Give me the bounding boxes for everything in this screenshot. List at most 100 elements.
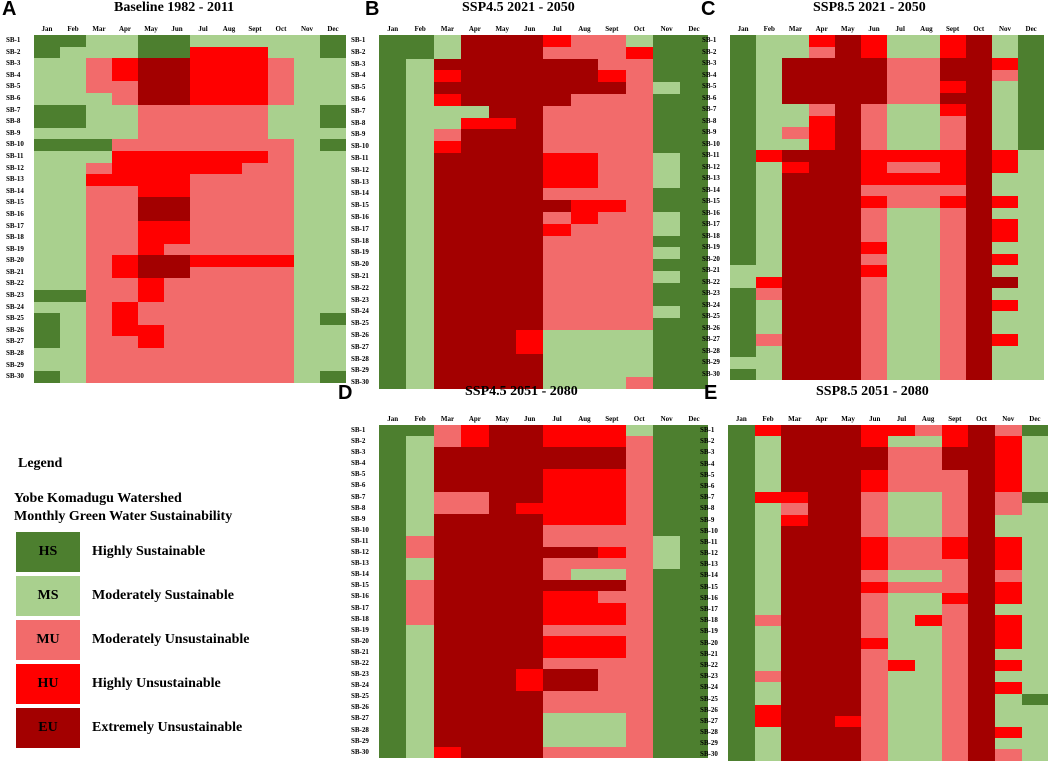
heatmap-cell	[60, 69, 86, 82]
month-label: Mar	[92, 25, 106, 33]
heatmap-cell	[543, 646, 571, 658]
subbasin-label: SB-1	[351, 426, 366, 434]
heatmap-cell	[1021, 637, 1049, 649]
heatmap-cell	[680, 70, 708, 83]
heatmap-cell	[730, 150, 757, 162]
heatmap-cell	[808, 727, 835, 739]
heatmap-cell	[1021, 648, 1049, 660]
heatmap-cell	[543, 524, 571, 536]
heatmap-cell	[1018, 219, 1045, 231]
heatmap-cell	[965, 368, 992, 380]
heatmap-cell	[433, 341, 462, 354]
heatmap-cell	[652, 735, 681, 747]
month-label: Mar	[788, 415, 802, 423]
subbasin-label: SB-14	[700, 571, 718, 580]
heatmap-cell	[730, 265, 757, 277]
heatmap-cell	[994, 671, 1022, 683]
subbasin-label: SB-9	[351, 130, 366, 139]
heatmap-cell	[570, 436, 599, 448]
heatmap-cell	[913, 150, 940, 162]
heatmap-cell	[461, 669, 489, 681]
heatmap-cell	[756, 58, 783, 70]
heatmap-cell	[379, 480, 407, 492]
month-label: Jan	[737, 25, 749, 33]
heatmap-cell	[164, 104, 190, 117]
heatmap-cell	[680, 223, 708, 236]
month-label: Jun	[869, 415, 881, 423]
heatmap-cell	[652, 282, 681, 295]
heatmap-cell	[379, 93, 407, 106]
heatmap-cell	[965, 173, 992, 185]
heatmap-cell	[216, 255, 242, 267]
subbasin-label: SB-21	[702, 266, 720, 274]
heatmap-cell	[138, 35, 164, 47]
heatmap-cell	[1021, 727, 1049, 739]
heatmap-cell	[808, 671, 835, 683]
heatmap-cell	[515, 129, 544, 142]
heatmap-cell	[887, 69, 914, 81]
heatmap-cell	[433, 569, 462, 581]
heatmap-cell	[782, 150, 809, 162]
heatmap-cell	[216, 266, 242, 279]
heatmap-cell	[461, 580, 489, 592]
heatmap-cell	[861, 492, 889, 504]
heatmap-cell	[1018, 299, 1045, 311]
heatmap-cell	[860, 276, 888, 288]
heatmap-cell	[808, 425, 835, 437]
heatmap-cell	[680, 680, 708, 692]
heatmap-cell	[461, 558, 489, 570]
heatmap-cell	[782, 253, 809, 265]
subbasin-label: SB-17	[6, 221, 24, 230]
heatmap-cell	[991, 196, 1019, 208]
heatmap-cell	[570, 82, 599, 94]
heatmap-cell	[164, 324, 190, 337]
heatmap-cell	[652, 200, 681, 212]
heatmap-cell	[570, 558, 599, 570]
heatmap-cell	[164, 197, 190, 209]
heatmap-cell	[543, 746, 571, 758]
heatmap-cell	[834, 230, 861, 242]
panel-letter: E	[704, 382, 718, 404]
heatmap-cell	[939, 184, 966, 196]
heatmap-cell	[680, 447, 708, 459]
heatmap-cell	[808, 58, 835, 70]
heatmap-cell	[461, 657, 489, 670]
heatmap-cell	[808, 514, 835, 526]
heatmap-cell	[861, 536, 889, 549]
heatmap-cell	[782, 219, 809, 231]
heatmap-cell	[379, 211, 407, 224]
subbasin-label: SB-11	[351, 536, 369, 545]
subbasin-label: SB-16	[351, 592, 369, 601]
heatmap-cell	[379, 680, 407, 692]
heatmap-cell	[60, 313, 86, 325]
legend-swatch-hs: HS	[16, 532, 80, 572]
heatmap-cell	[625, 502, 653, 514]
heatmap-cell	[914, 704, 942, 716]
heatmap-cell	[543, 341, 571, 354]
heatmap-cell	[728, 536, 755, 549]
heatmap-cell	[968, 570, 995, 582]
heatmap-cell	[913, 253, 940, 265]
heatmap-cell	[86, 104, 112, 117]
heatmap-cell	[294, 162, 320, 175]
heatmap-cell	[488, 35, 516, 47]
heatmap-cell	[570, 591, 599, 603]
heatmap-cell	[968, 682, 995, 694]
subbasin-labels: SB-1 SB-2 SB-3 SB-4 SB-5 SB-6 SB-7 SB-8 SB-9 SB-1…	[702, 35, 720, 380]
heatmap-cell	[515, 425, 544, 437]
heatmap-cell	[112, 266, 138, 279]
heatmap-cell	[461, 247, 489, 260]
heatmap-cell	[543, 58, 571, 71]
heatmap-cell	[861, 425, 889, 437]
heatmap-cell	[625, 294, 653, 307]
heatmap-cell	[461, 152, 489, 165]
heatmap-cell	[433, 558, 462, 570]
heatmap-cell	[965, 81, 992, 93]
subbasin-label: SB-25	[351, 692, 369, 701]
heatmap-cell	[887, 299, 914, 311]
heatmap-cell	[461, 282, 489, 295]
heatmap-cell	[406, 713, 434, 725]
panel-title: SSP4.5 2021 - 2050	[462, 0, 575, 15]
heatmap-cell	[913, 46, 940, 58]
heatmap-cell	[406, 724, 434, 736]
